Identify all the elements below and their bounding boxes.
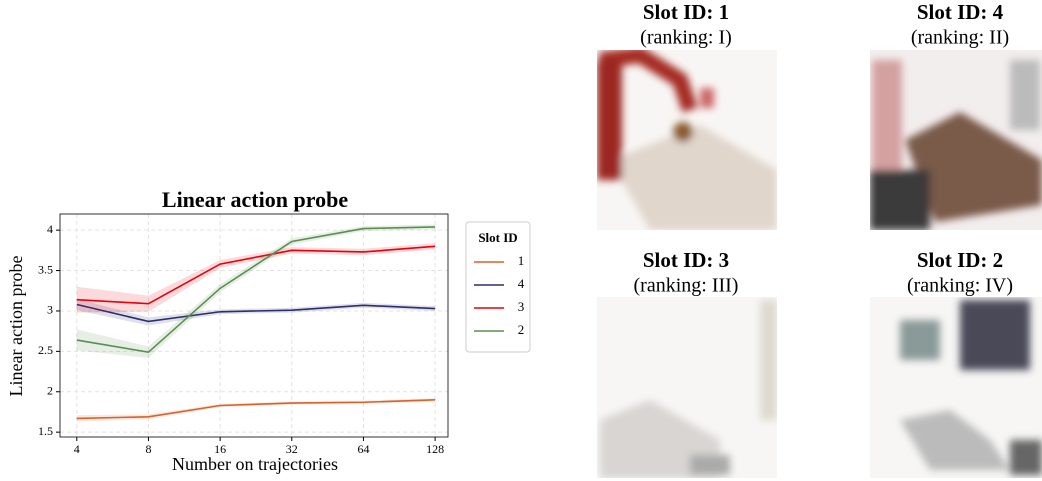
- y-tick-label: 1.5: [38, 424, 53, 438]
- error-band: [76, 398, 436, 422]
- slot-title: Slot ID: 4: [917, 0, 1004, 24]
- series-line: [76, 399, 436, 420]
- slot-image: [597, 297, 777, 478]
- slot-ranking: (ranking: I): [640, 27, 732, 49]
- slot-image: [870, 297, 1042, 478]
- slot-image: [870, 50, 1042, 230]
- y-tick-label: 2.5: [38, 343, 53, 357]
- y-tick-label: 3: [47, 303, 53, 317]
- legend-label: 2: [518, 322, 525, 337]
- slot-ranking: (ranking: III): [634, 275, 739, 297]
- slot-title: Slot ID: 3: [643, 248, 729, 272]
- legend-label: 1: [518, 253, 525, 268]
- series-line: [76, 303, 436, 323]
- slot-title: Slot ID: 1: [643, 0, 729, 24]
- legend-label: 4: [518, 276, 525, 291]
- error-band: [76, 224, 436, 358]
- x-tick-label: 8: [145, 442, 151, 456]
- y-axis-label: Linear action probe: [6, 256, 26, 397]
- slot-ranking: (ranking: IV): [907, 275, 1013, 297]
- y-tick-label: 3.5: [38, 262, 53, 276]
- x-tick-label: 64: [357, 442, 369, 456]
- x-tick-label: 128: [426, 442, 444, 456]
- legend-box: [465, 221, 531, 353]
- error-band: [76, 243, 436, 313]
- chart-title: Linear action probe: [162, 187, 348, 212]
- slot-title: Slot ID: 2: [917, 248, 1003, 272]
- x-tick-label: 32: [286, 442, 298, 456]
- x-axis-label: Number on trajectories: [172, 454, 338, 474]
- x-tick-label: 4: [74, 442, 80, 456]
- y-tick-label: 2: [47, 384, 53, 398]
- series-line: [76, 226, 436, 354]
- x-tick-label: 16: [214, 442, 226, 456]
- legend-title: Slot ID: [478, 230, 517, 245]
- series-line: [76, 245, 436, 305]
- y-tick-label: 4: [47, 222, 53, 236]
- plot-frame: [59, 213, 449, 438]
- legend-label: 3: [518, 299, 525, 314]
- slot-ranking: (ranking: II): [911, 27, 1009, 49]
- slot-image: [597, 50, 777, 230]
